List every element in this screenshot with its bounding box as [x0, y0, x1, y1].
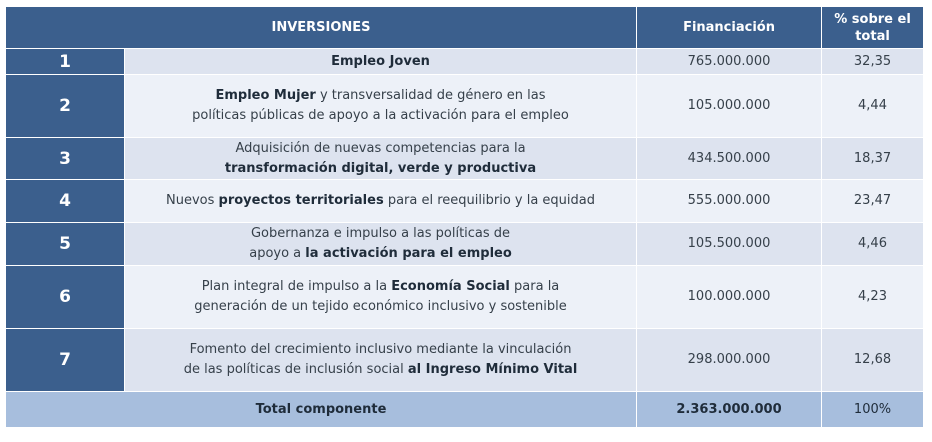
row-financing: 555.000.000 — [636, 179, 823, 223]
row-number: 3 — [5, 137, 125, 180]
total-row: Total componente 2.363.000.000 100% — [4, 391, 925, 428]
investments-table: INVERSIONES Financiación % sobre el tota… — [4, 6, 925, 428]
description-text: para la — [509, 279, 560, 294]
description-line: de las políticas de inclusión social al … — [125, 360, 636, 380]
table-row: 3 Adquisición de nuevas competencias para… — [5, 137, 925, 180]
row-number: 1 — [5, 48, 125, 75]
description-line: políticas públicas de apoyo a la activac… — [125, 106, 636, 126]
description-line: apoyo a la activación para el empleo — [125, 244, 636, 264]
row-financing: 105.500.000 — [636, 222, 823, 266]
row-number: 6 — [5, 265, 125, 329]
row-description: Nuevos proyectos territoriales para el r… — [123, 179, 638, 223]
table-row: 7 Fomento del crecimiento inclusivo media… — [5, 328, 925, 392]
table-row: 5 Gobernanza e impulso a las políticas de… — [5, 222, 925, 266]
header-percent: % sobre el total — [821, 6, 925, 49]
row-description: Plan integral de impulso a la Economía S… — [123, 265, 638, 329]
description-bold-text: proyectos territoriales — [218, 193, 384, 208]
row-percent: 4,44 — [821, 74, 925, 138]
row-number: 7 — [5, 328, 125, 392]
description-text: Gobernanza e impulso a las políticas de — [250, 226, 511, 241]
description-bold-text: Empleo Joven — [331, 53, 430, 69]
table-row: 6 Plan integral de impulso a la Economía … — [5, 265, 925, 329]
description-line: Plan integral de impulso a la Economía S… — [125, 277, 636, 297]
row-percent: 12,68 — [821, 328, 925, 392]
header-investments: INVERSIONES — [4, 6, 638, 49]
description-text: Adquisición de nuevas competencias para … — [235, 140, 526, 156]
row-percent: 4,46 — [821, 222, 925, 266]
row-number: 5 — [5, 222, 125, 266]
row-number: 2 — [5, 74, 125, 138]
row-financing: 298.000.000 — [636, 328, 823, 392]
description-text: apoyo a — [249, 246, 306, 261]
description-text: políticas públicas de apoyo a la activac… — [192, 108, 569, 123]
table-row: 1 Empleo Joven 765.000.000 32,35 — [5, 48, 925, 75]
description-line: Fomento del crecimiento inclusivo median… — [125, 340, 636, 360]
description-line: Adquisición de nuevas competencias para … — [125, 139, 636, 159]
header-row: INVERSIONES Financiación % sobre el tota… — [4, 6, 925, 49]
description-bold-text: Empleo Mujer — [215, 88, 316, 103]
row-financing: 100.000.000 — [636, 265, 823, 329]
row-financing: 434.500.000 — [636, 137, 823, 180]
table-row: 4 Nuevos proyectos territoriales para el … — [5, 179, 925, 223]
description-bold-text: la activación para el empleo — [305, 246, 512, 261]
description-line: Empleo Joven — [125, 52, 636, 72]
row-percent: 32,35 — [821, 48, 925, 75]
row-description: Empleo Joven — [123, 48, 638, 75]
description-line: Empleo Mujer y transversalidad de género… — [125, 86, 636, 106]
description-text: y transversalidad de género en las — [315, 88, 546, 103]
table-row: 2 Empleo Mujer y transversalidad de géner… — [5, 74, 925, 138]
description-text: Plan integral de impulso a la — [201, 279, 392, 294]
description-text: Nuevos — [166, 193, 219, 208]
row-percent: 4,23 — [821, 265, 925, 329]
header-financing: Financiación — [636, 6, 823, 49]
total-label: Total componente — [4, 391, 638, 428]
total-financing: 2.363.000.000 — [636, 391, 823, 428]
row-description: Gobernanza e impulso a las políticas de a… — [123, 222, 638, 266]
row-percent: 23,47 — [821, 179, 925, 223]
description-line: Nuevos proyectos territoriales para el r… — [125, 191, 636, 211]
description-text: generación de un tejido económico inclus… — [194, 299, 567, 314]
description-line: Gobernanza e impulso a las políticas de — [125, 224, 636, 244]
row-number: 4 — [5, 179, 125, 223]
row-financing: 765.000.000 — [636, 48, 823, 75]
description-text: Fomento del crecimiento inclusivo median… — [189, 342, 572, 357]
description-text: para el reequilibrio y la equidad — [383, 193, 596, 208]
row-financing: 105.000.000 — [636, 74, 823, 138]
row-description: Adquisición de nuevas competencias para … — [123, 137, 638, 180]
total-percent: 100% — [821, 391, 925, 428]
description-bold-text: Economía Social — [391, 279, 510, 294]
description-bold-text: al Ingreso Mínimo Vital — [407, 362, 578, 377]
description-bold-text: transformación digital, verde y producti… — [224, 160, 537, 176]
row-description: Fomento del crecimiento inclusivo median… — [123, 328, 638, 392]
row-description: Empleo Mujer y transversalidad de género… — [123, 74, 638, 138]
description-text: de las políticas de inclusión social — [183, 362, 408, 377]
row-percent: 18,37 — [821, 137, 925, 180]
description-line: transformación digital, verde y producti… — [125, 159, 636, 179]
description-line: generación de un tejido económico inclus… — [125, 297, 636, 317]
